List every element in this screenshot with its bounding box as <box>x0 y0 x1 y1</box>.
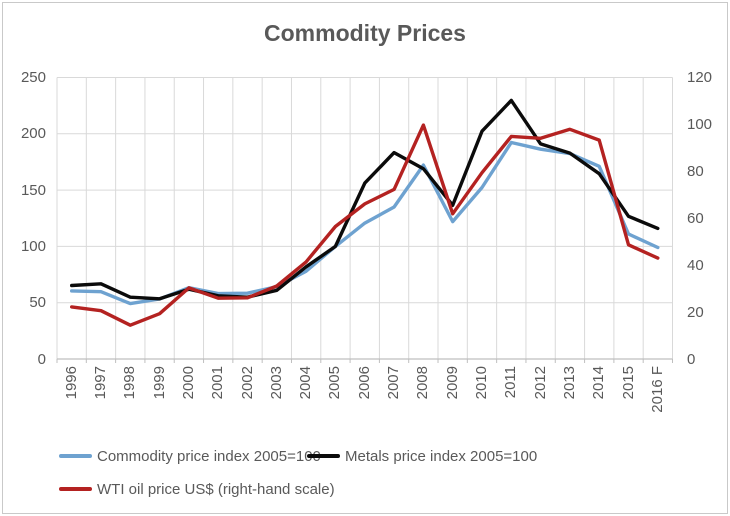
x-axis-tick-label: 2010 <box>473 366 490 400</box>
x-axis-tick-label: 1997 <box>92 366 109 400</box>
legend-item-commodity: Commodity price index 2005=100 <box>59 446 321 466</box>
x-axis-tick-label: 2008 <box>414 366 432 400</box>
chart-title: Commodity Prices <box>264 20 466 46</box>
left-axis-tick-label: 50 <box>29 294 46 312</box>
x-axis-tick-label: 2014 <box>590 366 608 400</box>
x-axis-tick-label: 2013 <box>560 366 578 400</box>
left-axis-tick-label: 200 <box>20 125 46 143</box>
x-axis-tick-label: 2006 <box>355 366 373 400</box>
x-axis-tick-label: 2004 <box>297 366 315 400</box>
right-axis-tick-label: 40 <box>687 256 704 274</box>
left-axis-tick-label: 150 <box>20 181 46 199</box>
x-axis-tick-label: 2016 F <box>648 366 666 413</box>
x-axis-tick-label: 2011 <box>502 366 520 399</box>
x-axis-tick-label: 2001 <box>209 366 227 400</box>
x-axis-tick-label: 2002 <box>238 366 256 400</box>
right-axis-tick-label: 20 <box>687 303 704 321</box>
legend-swatch-metals <box>307 454 340 458</box>
x-axis-tick-label: 2015 <box>619 366 637 400</box>
line-chart-svg <box>56 77 673 363</box>
legend-swatch-wti <box>59 487 92 491</box>
left-axis-tick-label: 100 <box>20 237 46 255</box>
x-axis-tick-label: 2009 <box>443 366 461 400</box>
right-axis-tick-label: 80 <box>687 162 704 180</box>
series-line-wti <box>69 123 660 327</box>
legend-label-commodity: Commodity price index 2005=100 <box>97 447 321 465</box>
x-axis-tick-label: 2003 <box>267 366 285 400</box>
x-axis-tick-label: 2000 <box>179 366 197 400</box>
right-axis-tick-label: 0 <box>687 350 696 368</box>
x-axis-tick-label: 1996 <box>62 366 80 400</box>
series-line-metals <box>69 98 660 301</box>
x-axis-tick-label: 1998 <box>121 366 139 400</box>
left-axis-tick-label: 250 <box>20 69 46 86</box>
x-axis-tick-label: 2012 <box>531 366 549 400</box>
left-axis-tick-label: 0 <box>37 350 46 368</box>
series-line-commodity <box>69 140 660 306</box>
legend-item-metals: Metals price index 2005=100 <box>307 446 537 466</box>
x-axis-tick-label: 1999 <box>150 366 168 400</box>
horizontal-gridlines <box>57 77 673 304</box>
legend-item-wti: WTI oil price US$ (right-hand scale) <box>59 479 335 499</box>
legend-label-metals: Metals price index 2005=100 <box>345 447 538 465</box>
x-axis-tick-label: 2007 <box>385 366 403 400</box>
x-axis-line <box>56 358 673 363</box>
x-axis-tick-label: 2005 <box>326 366 344 400</box>
legend-label-wti: WTI oil price US$ (right-hand scale) <box>97 480 335 498</box>
right-axis-tick-label: 100 <box>687 115 713 133</box>
right-axis-tick-label: 60 <box>687 209 704 227</box>
legend-swatch-commodity <box>59 454 92 458</box>
vertical-gridlines <box>56 77 673 359</box>
right-axis-tick-label: 120 <box>687 69 713 86</box>
